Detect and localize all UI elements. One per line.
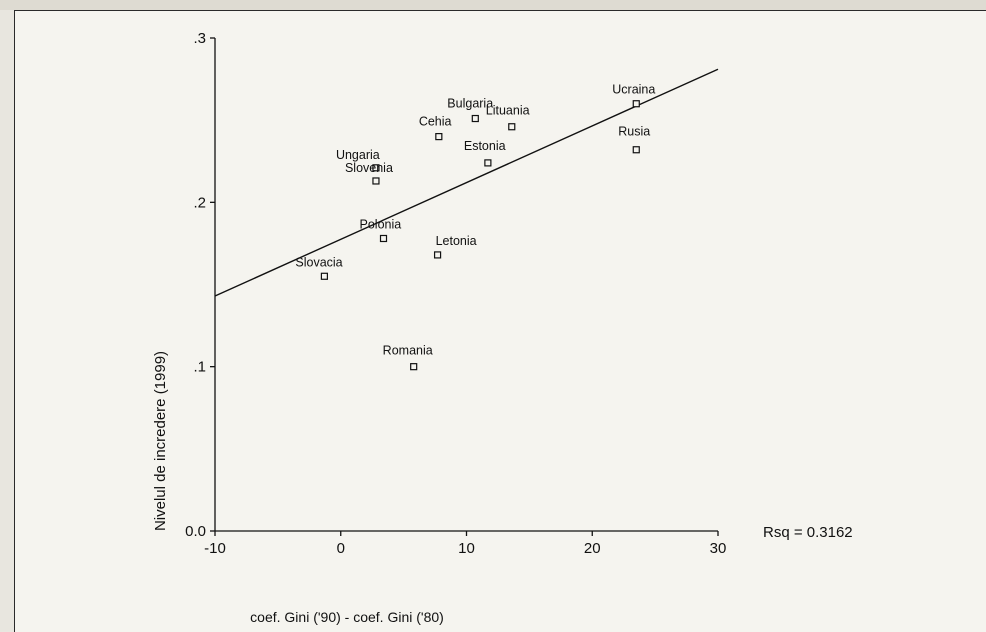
point-label: Bulgaria bbox=[447, 97, 493, 111]
x-axis-label: coef. Gini ('90) - coef. Gini ('80) bbox=[250, 609, 444, 625]
point-label: Slovenia bbox=[345, 161, 393, 175]
data-point bbox=[379, 234, 388, 243]
data-point bbox=[372, 177, 380, 185]
data-point bbox=[435, 132, 443, 141]
data-point bbox=[372, 164, 380, 172]
point-label: Lituania bbox=[486, 104, 530, 118]
rsq-annotation: Rsq = 0.3162 bbox=[763, 524, 853, 541]
x-tick-label: 10 bbox=[458, 540, 475, 557]
data-point bbox=[410, 363, 418, 371]
data-point bbox=[484, 159, 492, 167]
point-label: Ucraina bbox=[612, 83, 655, 97]
y-tick-label: 0.0 bbox=[185, 523, 206, 540]
scatter-chart: -10 0 10 20 30 0.0 .1 .2 .3 Ucraina Rusia Bulgaria… bbox=[152, 30, 853, 625]
y-tick-label: .2 bbox=[193, 194, 206, 211]
y-axis-label: Nivelul de incredere (1999) bbox=[152, 351, 169, 531]
point-label: Letonia bbox=[436, 234, 477, 248]
x-tick-label: 30 bbox=[710, 540, 727, 557]
data-point bbox=[471, 114, 479, 123]
chart-panel: -10 0 10 20 30 0.0 .1 .2 .3 Ucraina Rusia Bulgaria… bbox=[14, 10, 986, 632]
data-point bbox=[508, 123, 516, 131]
x-tick-label: 20 bbox=[584, 540, 601, 557]
y-tick-label: .3 bbox=[193, 30, 206, 47]
x-tick-label: -10 bbox=[204, 540, 226, 557]
point-label: Ungaria bbox=[336, 148, 380, 162]
point-label: Polonia bbox=[360, 217, 402, 231]
x-tick-label: 0 bbox=[337, 540, 345, 557]
tick-marks: -10 0 10 20 30 0.0 .1 .2 .3 bbox=[185, 30, 726, 557]
data-point bbox=[433, 251, 442, 259]
y-tick-label: .1 bbox=[193, 359, 206, 376]
data-point bbox=[632, 100, 640, 108]
point-label: Romania bbox=[383, 344, 433, 358]
point-label: Cehia bbox=[419, 115, 452, 129]
data-point bbox=[320, 272, 329, 280]
point-label: Rusia bbox=[618, 125, 650, 139]
data-point bbox=[632, 146, 640, 154]
point-label: Estonia bbox=[464, 139, 506, 153]
axes bbox=[214, 38, 718, 532]
point-label: Slovacia bbox=[295, 255, 342, 269]
